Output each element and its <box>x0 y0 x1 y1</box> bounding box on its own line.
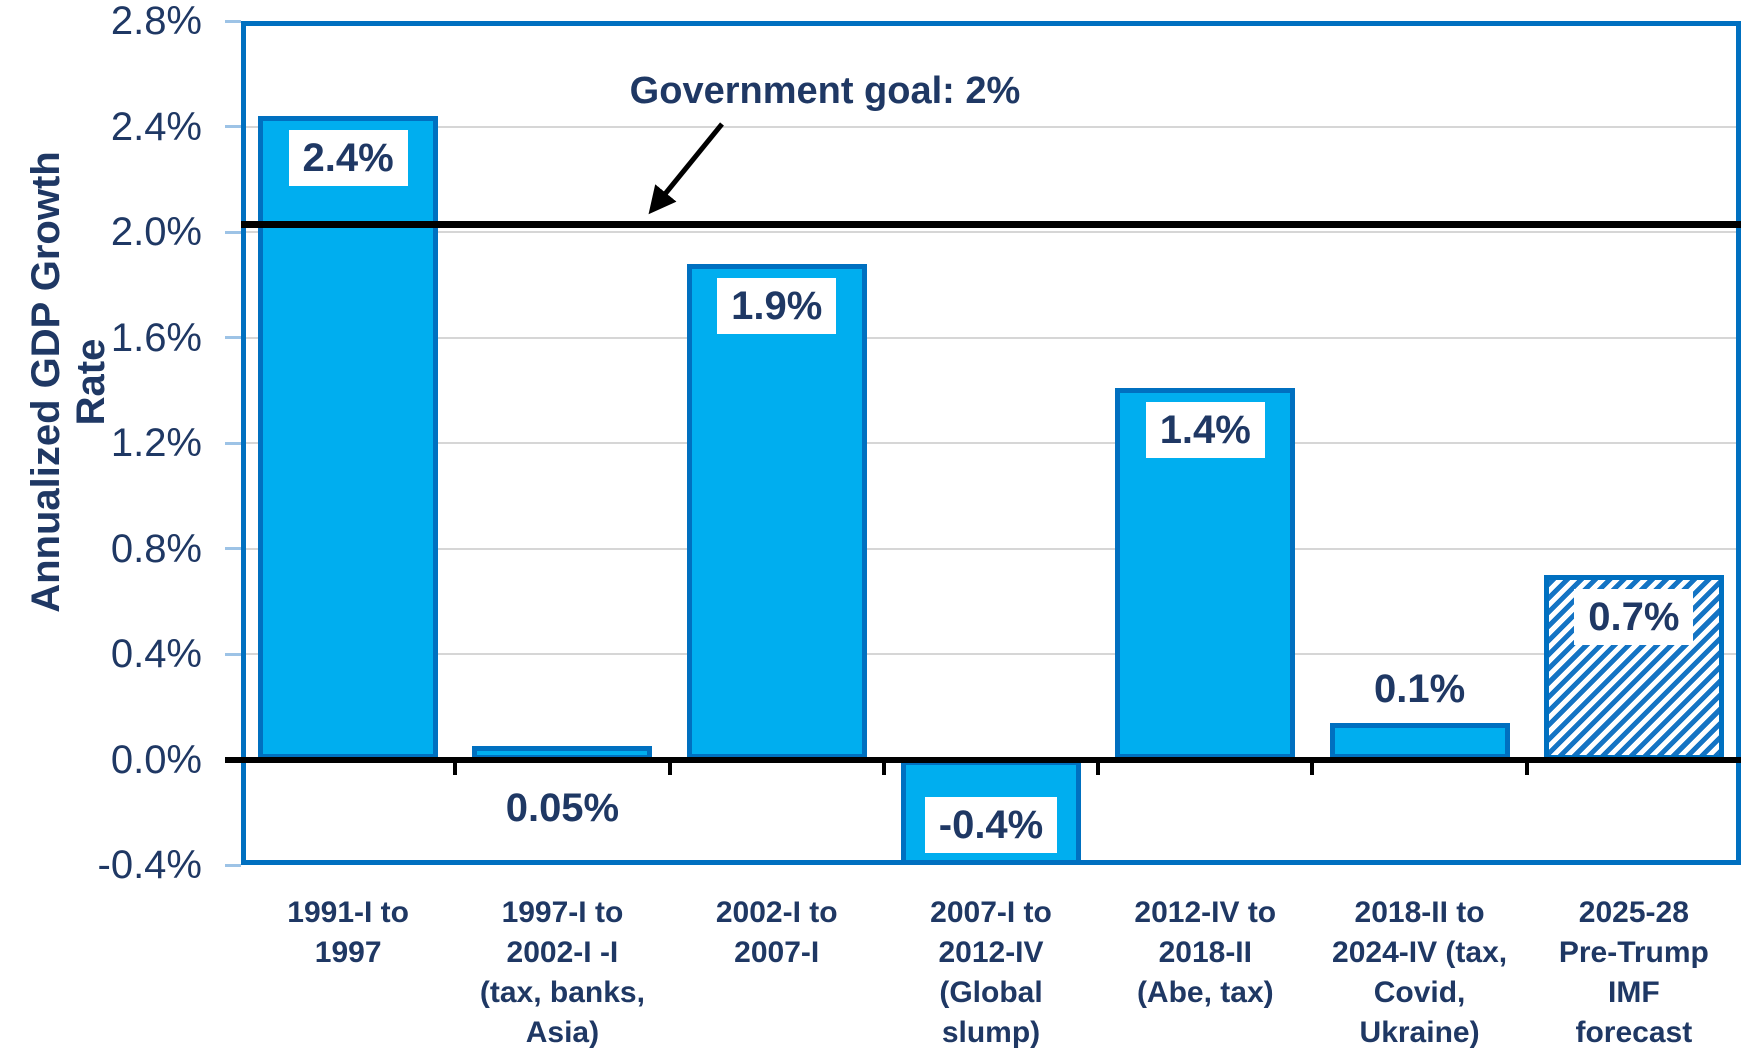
y-axis-tick <box>225 547 241 550</box>
gridline <box>241 231 1741 233</box>
y-axis-tick <box>225 652 241 656</box>
gridline <box>241 547 1741 550</box>
bar-value-label: 2.4% <box>238 129 458 186</box>
y-axis-tick <box>225 441 241 445</box>
bar-value-label: 0.7% <box>1524 588 1744 645</box>
y-axis-tick <box>225 125 241 128</box>
x-category-label: 2025-28 Pre-Trump IMF forecast <box>1558 896 1709 1049</box>
bar <box>1329 722 1510 760</box>
bar-value-label: 1.9% <box>667 277 887 334</box>
x-category-label: 1997-I to 2002-I -I (tax, banks, Asia) <box>479 896 645 1049</box>
y-tick-label: 1.2% <box>110 421 202 465</box>
y-axis-tick <box>225 19 241 23</box>
x-axis-tick <box>881 756 886 775</box>
y-tick-label: 2.8% <box>110 0 202 43</box>
y-tick-label: 2.4% <box>110 104 202 149</box>
gridline <box>241 653 1741 655</box>
bar-value-text: 0.1% <box>1373 666 1466 711</box>
bar-value-text: 1.4% <box>1145 401 1265 458</box>
y-axis-tick <box>225 230 241 234</box>
y-tick-label: -0.4% <box>97 843 203 887</box>
x-category-label: 2018-II to 2024-IV (tax, Covid, Ukraine) <box>1332 896 1508 1049</box>
bar-value-text: -0.4% <box>924 797 1058 853</box>
bar-value-text: 1.9% <box>717 277 837 334</box>
bar <box>686 263 867 760</box>
x-axis-line <box>225 756 1741 763</box>
y-tick-label: 0.8% <box>110 526 202 571</box>
x-category-label: 1991-I to 1997 <box>287 896 409 969</box>
x-axis-tick <box>453 756 458 775</box>
gridline <box>241 442 1741 444</box>
gridline <box>241 125 1741 128</box>
x-category-label: 2002-I to 2007-I <box>715 896 838 969</box>
x-axis-tick <box>1524 756 1529 775</box>
bar-value-label: -0.4% <box>881 797 1101 853</box>
y-axis-tick <box>225 863 241 867</box>
goal-line <box>241 220 1741 228</box>
bar <box>258 115 439 760</box>
y-tick-label: 0.0% <box>110 737 202 782</box>
bar-value-label: 1.4% <box>1095 401 1315 458</box>
y-tick-label: 1.6% <box>110 315 202 360</box>
gridline <box>241 336 1741 339</box>
x-axis-tick <box>1096 756 1101 775</box>
bar-value-text: 2.4% <box>288 129 408 186</box>
bar-value-label: 0.1% <box>1310 665 1530 713</box>
bar-value-text: 0.05% <box>505 785 620 830</box>
y-tick-label: 2.0% <box>110 210 202 254</box>
x-axis-tick <box>1310 756 1315 775</box>
y-tick-label: 0.4% <box>110 632 202 676</box>
bar-value-text: 0.7% <box>1574 588 1694 645</box>
bar-value-label: 0.05% <box>452 784 672 832</box>
y-axis-tick <box>225 336 241 339</box>
x-category-label: 2007-I to 2012-IV (Global slump) <box>930 896 1052 1049</box>
x-category-label: 2012-IV to 2018-II (Abe, tax) <box>1134 896 1277 1009</box>
x-axis-tick <box>667 756 672 775</box>
goal-annotation: Government goal: 2% <box>629 70 1021 112</box>
